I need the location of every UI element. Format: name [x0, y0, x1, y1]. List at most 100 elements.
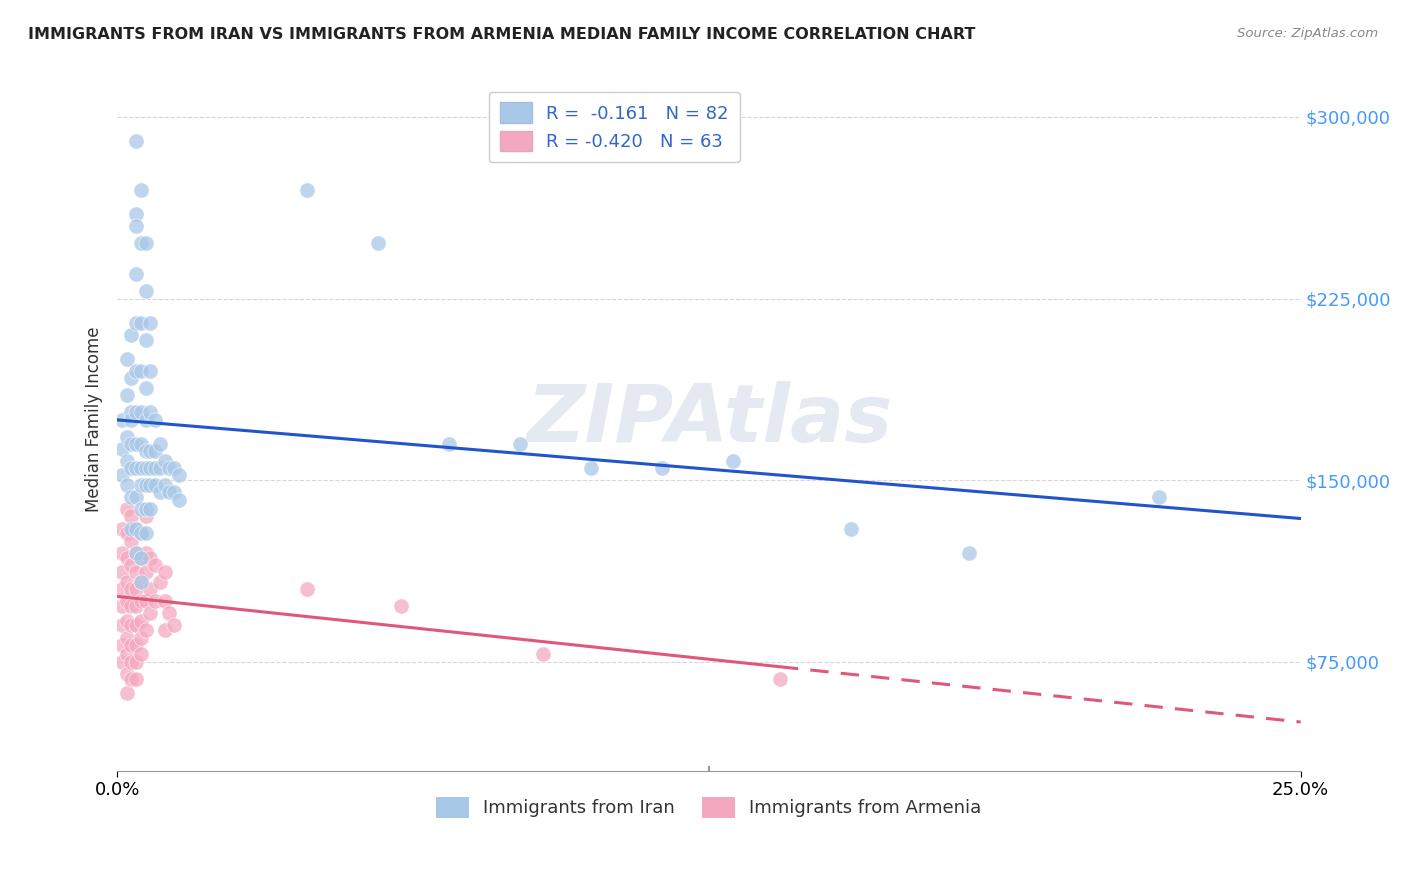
Point [167, 468, 190, 483]
Point [111, 412, 134, 426]
Point [115, 454, 138, 468]
Point [579, 461, 602, 475]
Point [120, 558, 142, 572]
Point [139, 607, 162, 621]
Point [120, 582, 142, 596]
Legend: Immigrants from Iran, Immigrants from Armenia: Immigrants from Iran, Immigrants from Ar… [429, 789, 988, 825]
Point [120, 655, 142, 669]
Point [135, 546, 157, 560]
Point [125, 461, 148, 475]
Text: IMMIGRANTS FROM IRAN VS IMMIGRANTS FROM ARMENIA MEDIAN FAMILY INCOME CORRELATION: IMMIGRANTS FROM IRAN VS IMMIGRANTS FROM … [28, 27, 976, 42]
Point [143, 478, 166, 492]
Point [139, 444, 162, 458]
Point [157, 461, 180, 475]
Point [531, 648, 554, 662]
Point [115, 352, 138, 367]
Text: Source: ZipAtlas.com: Source: ZipAtlas.com [1237, 27, 1378, 40]
Point [111, 655, 134, 669]
Point [111, 546, 134, 560]
Point [115, 388, 138, 402]
Point [125, 546, 148, 560]
Point [149, 485, 172, 500]
Point [129, 594, 152, 608]
Point [129, 502, 152, 516]
Point [129, 526, 152, 541]
Point [651, 461, 673, 475]
Point [115, 526, 138, 541]
Point [120, 490, 142, 504]
Point [115, 686, 138, 700]
Point [163, 618, 186, 632]
Point [153, 565, 176, 579]
Point [115, 614, 138, 628]
Point [129, 405, 152, 419]
Point [769, 672, 792, 686]
Point [111, 582, 134, 596]
Point [139, 316, 162, 330]
Point [129, 550, 152, 565]
Point [163, 485, 186, 500]
Point [125, 405, 148, 419]
Point [957, 546, 980, 560]
Point [129, 437, 152, 451]
Point [153, 594, 176, 608]
Point [143, 594, 166, 608]
Point [135, 624, 157, 638]
Point [129, 235, 152, 250]
Point [115, 574, 138, 589]
Point [163, 461, 186, 475]
Point [129, 574, 152, 589]
Point [111, 522, 134, 536]
Point [389, 599, 412, 613]
Point [120, 371, 142, 385]
Point [295, 582, 318, 596]
Point [157, 607, 180, 621]
Point [129, 316, 152, 330]
Point [135, 285, 157, 299]
Point [139, 364, 162, 378]
Point [157, 485, 180, 500]
Point [139, 461, 162, 475]
Point [143, 412, 166, 426]
Point [125, 546, 148, 560]
Point [115, 631, 138, 645]
Point [115, 666, 138, 681]
Point [125, 316, 148, 330]
Point [111, 618, 134, 632]
Point [129, 183, 152, 197]
Point [135, 478, 157, 492]
Point [120, 412, 142, 426]
Point [149, 461, 172, 475]
Point [367, 235, 389, 250]
Point [125, 490, 148, 504]
Point [129, 526, 152, 541]
Point [125, 522, 148, 536]
Point [125, 522, 148, 536]
Point [149, 437, 172, 451]
Point [135, 412, 157, 426]
Point [125, 364, 148, 378]
Point [120, 522, 142, 536]
Point [139, 478, 162, 492]
Point [120, 327, 142, 342]
Point [135, 381, 157, 395]
Point [129, 631, 152, 645]
Point [135, 461, 157, 475]
Point [129, 574, 152, 589]
Point [125, 219, 148, 233]
Point [125, 599, 148, 613]
Point [135, 509, 157, 524]
Point [295, 183, 318, 197]
Point [135, 235, 157, 250]
Point [129, 461, 152, 475]
Point [139, 502, 162, 516]
Point [129, 648, 152, 662]
Point [125, 655, 148, 669]
Point [149, 574, 172, 589]
Point [509, 437, 531, 451]
Point [839, 522, 862, 536]
Point [120, 533, 142, 548]
Point [120, 638, 142, 652]
Point [115, 648, 138, 662]
Point [115, 478, 138, 492]
